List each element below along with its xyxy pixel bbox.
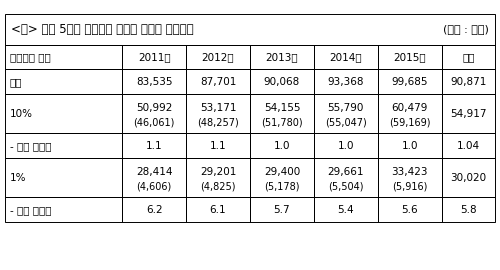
Text: 29,400: 29,400 <box>264 167 300 177</box>
Bar <box>442 94 495 133</box>
Text: 90,068: 90,068 <box>264 77 300 87</box>
Bar <box>186 158 250 197</box>
Text: 2013년: 2013년 <box>266 52 298 62</box>
Text: 5.8: 5.8 <box>460 205 476 215</box>
Text: (4,825): (4,825) <box>200 181 236 191</box>
Bar <box>250 94 314 133</box>
Text: 53,171: 53,171 <box>200 103 236 113</box>
Text: 55,790: 55,790 <box>328 103 364 113</box>
Text: 1.1: 1.1 <box>210 141 226 151</box>
Bar <box>378 45 442 69</box>
Text: 6.2: 6.2 <box>146 205 162 215</box>
Text: 93,368: 93,368 <box>328 77 364 87</box>
Text: (48,257): (48,257) <box>197 117 239 127</box>
Bar <box>314 158 378 197</box>
Text: 2014년: 2014년 <box>330 52 362 62</box>
Text: (5,178): (5,178) <box>264 181 300 191</box>
Bar <box>378 197 442 222</box>
Text: (4,606): (4,606) <box>136 181 172 191</box>
Bar <box>5 14 495 45</box>
Bar <box>250 158 314 197</box>
Text: (단위 : 억원): (단위 : 억원) <box>443 24 489 34</box>
Bar <box>5 69 122 94</box>
Bar <box>314 133 378 158</box>
Text: 60,479: 60,479 <box>392 103 428 113</box>
Text: 합계: 합계 <box>10 77 22 87</box>
Bar <box>186 197 250 222</box>
Text: (59,169): (59,169) <box>389 117 430 127</box>
Text: 5.6: 5.6 <box>402 205 418 215</box>
Bar <box>378 158 442 197</box>
Bar <box>250 133 314 158</box>
Bar <box>378 94 442 133</box>
Bar <box>122 69 186 94</box>
Text: 83,535: 83,535 <box>136 77 172 87</box>
Text: 2011년: 2011년 <box>138 52 170 62</box>
Bar <box>5 94 122 133</box>
Text: 54,917: 54,917 <box>450 109 486 119</box>
Bar <box>122 133 186 158</box>
Text: 5.7: 5.7 <box>274 205 290 215</box>
Bar <box>122 197 186 222</box>
Text: (5,916): (5,916) <box>392 181 428 191</box>
Text: 1%: 1% <box>10 173 26 183</box>
Text: (51,780): (51,780) <box>261 117 303 127</box>
Bar <box>442 45 495 69</box>
Bar <box>442 133 495 158</box>
Text: 5.4: 5.4 <box>338 205 354 215</box>
Bar <box>442 158 495 197</box>
Text: 29,201: 29,201 <box>200 167 236 177</box>
Bar <box>442 69 495 94</box>
Text: 1.0: 1.0 <box>338 141 354 151</box>
Bar <box>314 197 378 222</box>
Text: 50,992: 50,992 <box>136 103 172 113</box>
Text: 수입금액 분위: 수입금액 분위 <box>10 52 51 62</box>
Text: 1.1: 1.1 <box>146 141 162 151</box>
Bar <box>5 45 122 69</box>
Bar <box>250 69 314 94</box>
Bar <box>314 94 378 133</box>
Bar <box>122 45 186 69</box>
Text: (55,047): (55,047) <box>325 117 366 127</box>
Text: 2015년: 2015년 <box>394 52 426 62</box>
Bar <box>250 45 314 69</box>
Bar <box>186 133 250 158</box>
Text: 2012년: 2012년 <box>202 52 234 62</box>
Text: 33,423: 33,423 <box>392 167 428 177</box>
Bar <box>186 69 250 94</box>
Bar <box>122 94 186 133</box>
Bar <box>378 133 442 158</box>
Text: 90,871: 90,871 <box>450 77 486 87</box>
Text: 6.1: 6.1 <box>210 205 226 215</box>
Text: (5,504): (5,504) <box>328 181 364 191</box>
Text: - 평균 지출액: - 평균 지출액 <box>10 141 51 151</box>
Bar <box>442 197 495 222</box>
Bar <box>186 45 250 69</box>
Bar <box>5 197 122 222</box>
Bar <box>250 197 314 222</box>
Text: 1.0: 1.0 <box>402 141 418 151</box>
Text: 99,685: 99,685 <box>392 77 428 87</box>
Bar <box>122 158 186 197</box>
Text: <표> 최근 5년간 수입금액 분위별 접대비 지출현황: <표> 최근 5년간 수입금액 분위별 접대비 지출현황 <box>11 22 194 36</box>
Text: 30,020: 30,020 <box>450 173 486 183</box>
Bar <box>186 94 250 133</box>
Text: 1.04: 1.04 <box>457 141 480 151</box>
Text: 54,155: 54,155 <box>264 103 300 113</box>
Text: 1.0: 1.0 <box>274 141 290 151</box>
Text: 29,661: 29,661 <box>328 167 364 177</box>
Text: (46,061): (46,061) <box>134 117 175 127</box>
Bar <box>314 69 378 94</box>
Text: 10%: 10% <box>10 109 33 119</box>
Text: - 평균 지출액: - 평균 지출액 <box>10 205 51 215</box>
Bar <box>314 45 378 69</box>
Text: 평균: 평균 <box>462 52 474 62</box>
Bar <box>5 158 122 197</box>
Bar <box>378 69 442 94</box>
Text: 87,701: 87,701 <box>200 77 236 87</box>
Bar <box>5 133 122 158</box>
Text: 28,414: 28,414 <box>136 167 172 177</box>
